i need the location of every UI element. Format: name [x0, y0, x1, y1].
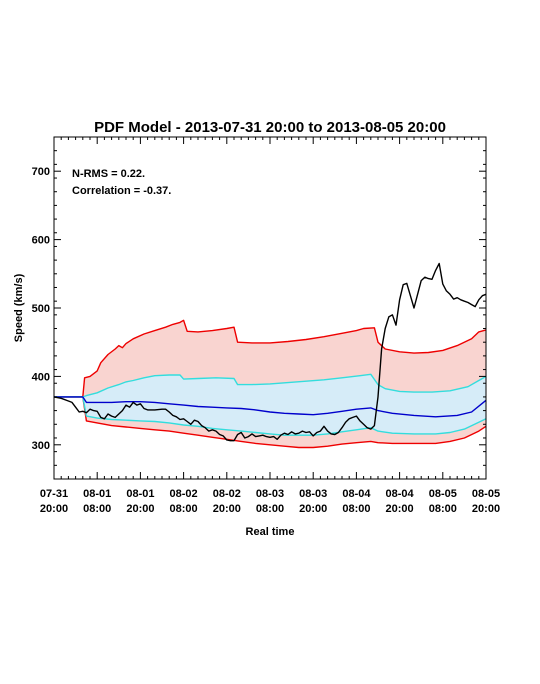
- x-tick-label-time: 08:00: [429, 503, 457, 515]
- x-tick-label-time: 08:00: [170, 503, 198, 515]
- y-tick-label: 400: [32, 371, 50, 383]
- x-tick-label-time: 20:00: [126, 503, 154, 515]
- x-tick-label-date: 08-02: [170, 488, 198, 500]
- observed-speed-line: [53, 262, 487, 442]
- x-tick-label-time: 20:00: [213, 503, 241, 515]
- correlation-annotation: Correlation = -0.37.: [72, 185, 171, 197]
- x-tick-label-date: 08-04: [342, 488, 371, 500]
- plot-area: [53, 262, 487, 449]
- median-line: [54, 396, 487, 418]
- y-tick-label: 300: [32, 440, 50, 452]
- chart-title: PDF Model - 2013-07-31 20:00 to 2013-08-…: [94, 119, 446, 136]
- x-tick-label-time: 20:00: [299, 503, 327, 515]
- x-tick-label-time: 08:00: [256, 503, 284, 515]
- x-axis-label: Real time: [246, 526, 295, 538]
- outer-upper-line: [54, 319, 487, 398]
- y-tick-label: 700: [32, 166, 50, 178]
- x-tick-label-date: 08-02: [213, 488, 241, 500]
- y-axis-label: Speed (km/s): [13, 273, 25, 342]
- nrms-annotation: N-RMS = 0.22.: [72, 168, 145, 180]
- x-tick-label-time: 20:00: [40, 503, 68, 515]
- x-tick-label-date: 07-31: [40, 488, 68, 500]
- x-tick-label-date: 08-03: [299, 488, 327, 500]
- x-tick-label-date: 08-05: [429, 488, 457, 500]
- x-tick-label-date: 08-05: [472, 488, 500, 500]
- y-tick-label: 600: [32, 235, 50, 247]
- x-tick-label-date: 08-01: [83, 488, 111, 500]
- x-tick-label-time: 08:00: [342, 503, 370, 515]
- y-tick-label: 500: [32, 303, 50, 315]
- x-tick-label-time: 08:00: [83, 503, 111, 515]
- x-tick-label-date: 08-01: [126, 488, 154, 500]
- x-tick-label-time: 20:00: [386, 503, 414, 515]
- outer-lower-line: [54, 396, 487, 449]
- inner-lower-line: [54, 396, 487, 436]
- inner-upper-line: [54, 373, 487, 398]
- x-tick-label-date: 08-03: [256, 488, 284, 500]
- x-tick-label-date: 08-04: [386, 488, 415, 500]
- x-tick-label-time: 20:00: [472, 503, 500, 515]
- axes: 300 400 500 600 700 07-31 20:00 08-01 08:00 08-01…: [32, 136, 500, 515]
